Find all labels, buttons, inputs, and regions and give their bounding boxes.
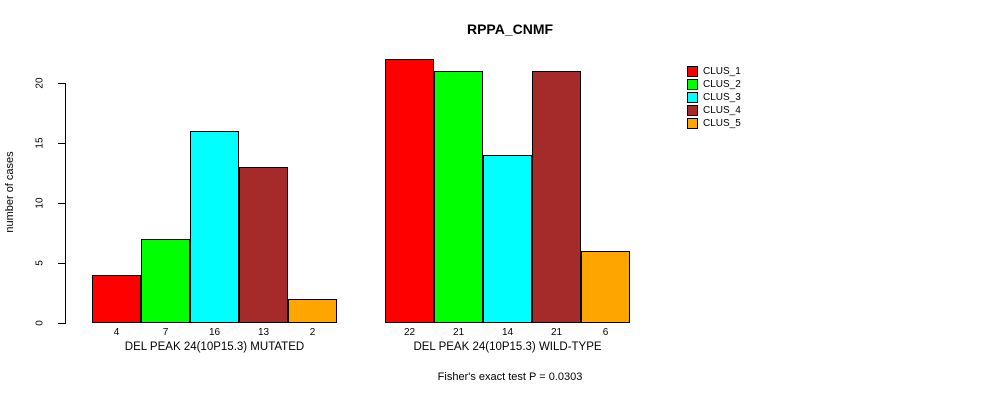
legend-swatch-clus_5 xyxy=(687,118,698,129)
bar-clus_3-wild-type xyxy=(483,155,532,323)
legend-swatch-clus_3 xyxy=(687,92,698,103)
bar-value-label: 6 xyxy=(602,327,609,338)
bar-value-label: 16 xyxy=(208,327,221,338)
legend-label: CLUS_4 xyxy=(703,105,741,116)
chart-title: RPPA_CNMF xyxy=(466,21,554,37)
y-tick-label: 10 xyxy=(34,197,46,209)
bar-clus_5-mutated xyxy=(288,299,337,323)
legend: CLUS_1 CLUS_2 CLUS_3 CLUS_4 CLUS_5 xyxy=(687,66,741,131)
bar-clus_2-mutated xyxy=(141,239,190,323)
y-axis-label: number of cases xyxy=(4,151,16,233)
y-tick-label: 0 xyxy=(34,320,46,326)
bar-value-label: 14 xyxy=(501,327,514,338)
legend-swatch-clus_2 xyxy=(687,79,698,90)
bar-clus_1-mutated xyxy=(92,275,141,323)
y-tick-label: 20 xyxy=(34,77,46,89)
legend-item-clus_3: CLUS_3 xyxy=(687,92,741,103)
bar-value-label: 21 xyxy=(550,327,563,338)
y-tick-label: 15 xyxy=(34,137,46,149)
bar-value-label: 7 xyxy=(162,327,169,338)
bar-clus_4-wild-type xyxy=(532,71,581,323)
y-tick-mark xyxy=(58,263,65,264)
fisher-test-annotation: Fisher's exact test P = 0.0303 xyxy=(437,371,583,383)
y-tick-mark xyxy=(58,143,65,144)
legend-swatch-clus_1 xyxy=(687,66,698,77)
bar-clus_1-wild-type xyxy=(385,59,434,323)
bar-value-label: 4 xyxy=(113,327,120,338)
bar-value-label: 13 xyxy=(257,327,270,338)
group-label-wild-type: DEL PEAK 24(10P15.3) WILD-TYPE xyxy=(413,341,602,353)
y-tick-mark xyxy=(58,203,65,204)
bar-clus_2-wild-type xyxy=(434,71,483,323)
bar-value-label: 22 xyxy=(403,327,416,338)
legend-item-clus_4: CLUS_4 xyxy=(687,105,741,116)
bar-clus_4-mutated xyxy=(239,167,288,323)
legend-swatch-clus_4 xyxy=(687,105,698,116)
legend-item-clus_5: CLUS_5 xyxy=(687,118,741,129)
y-axis xyxy=(65,83,66,324)
legend-item-clus_1: CLUS_1 xyxy=(687,66,741,77)
legend-label: CLUS_1 xyxy=(703,66,741,77)
legend-label: CLUS_3 xyxy=(703,92,741,103)
group-label-mutated: DEL PEAK 24(10P15.3) MUTATED xyxy=(124,341,305,353)
legend-label: CLUS_5 xyxy=(703,118,741,129)
bar-value-label: 2 xyxy=(309,327,316,338)
bar-clus_5-wild-type xyxy=(581,251,630,323)
bar-value-label: 21 xyxy=(452,327,465,338)
legend-label: CLUS_2 xyxy=(703,79,741,90)
y-tick-label: 5 xyxy=(34,260,46,266)
y-tick-mark xyxy=(58,323,65,324)
legend-item-clus_2: CLUS_2 xyxy=(687,79,741,90)
y-tick-mark xyxy=(58,83,65,84)
bar-clus_3-mutated xyxy=(190,131,239,323)
